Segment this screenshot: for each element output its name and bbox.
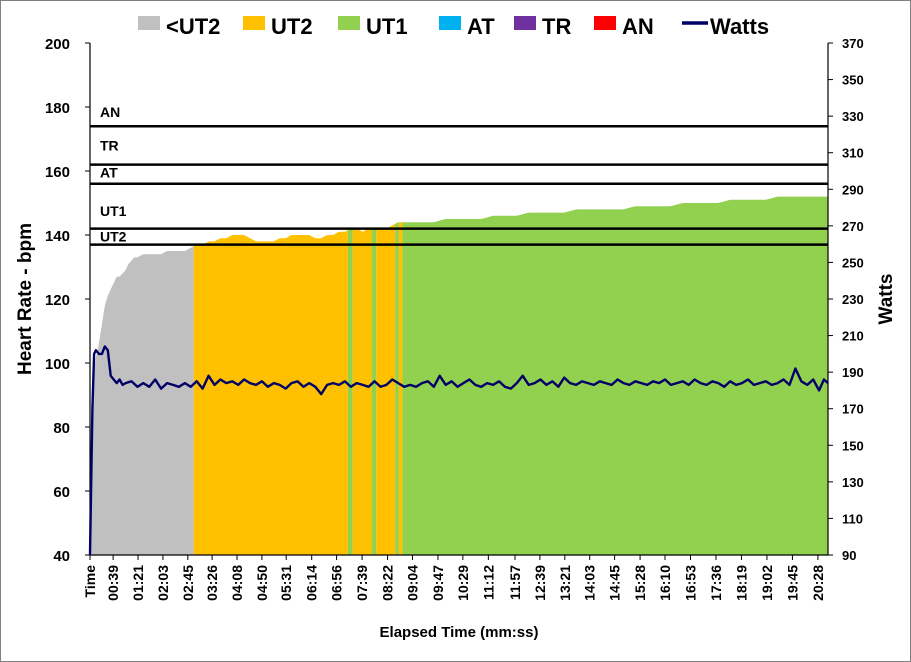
x-tick-label: Time <box>82 565 98 598</box>
x-tick-label: 01:21 <box>130 565 146 601</box>
right-tick-label: 270 <box>842 219 864 234</box>
zone-label-ut2: UT2 <box>100 229 127 245</box>
x-tick-label: 07:39 <box>354 565 370 601</box>
right-tick-label: 250 <box>842 255 864 270</box>
x-tick-label: 19:45 <box>784 565 800 601</box>
x-tick-label: 04:50 <box>254 565 270 601</box>
x-tick-label: 13:21 <box>557 565 573 601</box>
left-y-ticks: 40 60 80 100 120 140 160 180 200 <box>45 36 90 565</box>
x-tick-label: 02:45 <box>180 565 196 601</box>
x-tick-label: 20:28 <box>810 565 826 601</box>
legend-swatch <box>138 16 160 30</box>
hr-zone-band-3 <box>352 228 372 555</box>
x-tick-label: 09:04 <box>405 565 421 601</box>
left-tick-label: 180 <box>45 100 70 117</box>
watts-line <box>88 345 829 556</box>
hr-zone-area <box>90 196 828 556</box>
x-tick-label: 16:10 <box>657 565 673 601</box>
zone-label-an: AN <box>100 104 120 120</box>
hr-zone-band-7 <box>398 222 403 555</box>
x-tick-label: 02:03 <box>155 565 171 601</box>
hr-zone-band-0 <box>90 246 194 555</box>
left-tick-label: 160 <box>45 164 70 181</box>
zone-label-at: AT <box>100 165 118 181</box>
right-tick-label: 310 <box>842 146 864 161</box>
x-tick-label: 00:39 <box>105 565 121 601</box>
right-tick-label: 370 <box>842 36 864 51</box>
x-tick-label: 11:57 <box>507 565 523 600</box>
x-tick-label: 11:12 <box>480 565 496 600</box>
x-tick-label: 19:02 <box>759 565 775 601</box>
legend-swatch <box>243 16 265 30</box>
x-tick-label: 08:22 <box>380 565 396 601</box>
zone-label-tr: TR <box>100 137 119 153</box>
hr-zone-band-6 <box>395 222 399 555</box>
legend-entry-1: UT2 <box>271 14 313 39</box>
hr-zone-band-1 <box>193 230 348 555</box>
x-tick-label: 12:39 <box>532 565 548 601</box>
right-tick-label: 130 <box>842 475 864 490</box>
x-tick-label: 03:26 <box>204 565 220 601</box>
x-axis-title: Elapsed Time (mm:ss) <box>380 624 539 641</box>
legend-entry-4: TR <box>542 14 571 39</box>
hr-zone-band-2 <box>347 228 353 555</box>
right-tick-label: 230 <box>842 292 864 307</box>
legend-entry-6: Watts <box>710 14 769 39</box>
right-tick-label: 350 <box>842 73 864 88</box>
x-tick-label: 18:19 <box>734 565 750 601</box>
legend-swatch <box>439 16 461 30</box>
left-tick-label: 80 <box>53 420 70 437</box>
legend-swatch <box>594 16 616 30</box>
x-tick-label: 09:47 <box>430 565 446 601</box>
x-tick-label: 17:36 <box>708 565 724 601</box>
legend-entry-2: UT1 <box>366 14 408 39</box>
legend-entry-0: <UT2 <box>166 14 220 39</box>
y2-axis-title: Watts <box>876 273 897 324</box>
zone-threshold-lines: UT2 UT1 AT TR AN <box>90 104 828 246</box>
right-tick-label: 170 <box>842 402 864 417</box>
left-tick-label: 120 <box>45 292 70 309</box>
right-tick-label: 90 <box>842 548 856 563</box>
x-tick-label: 04:08 <box>229 565 245 601</box>
x-tick-label: 14:45 <box>607 565 623 601</box>
zone-label-ut1: UT1 <box>100 203 127 219</box>
hr-zone-band-8 <box>402 196 828 555</box>
watts-series <box>88 345 829 556</box>
x-tick-label: 15:28 <box>632 565 648 601</box>
legend-entry-3: AT <box>467 14 495 39</box>
x-tick-label: 05:31 <box>278 565 294 601</box>
left-tick-label: 200 <box>45 36 70 53</box>
left-tick-label: 60 <box>53 484 70 501</box>
legend: <UT2 UT2 UT1 AT TR AN Watts <box>138 14 769 39</box>
x-ticks: Time 00:39 01:21 02:03 02:45 03:26 04:08 04:50 0… <box>82 555 826 601</box>
x-tick-label: 06:14 <box>304 565 320 601</box>
right-tick-label: 110 <box>842 511 863 526</box>
legend-swatch <box>338 16 360 30</box>
x-tick-label: 06:56 <box>329 565 345 601</box>
hr-zone-band-4 <box>371 228 377 555</box>
left-tick-label: 40 <box>53 548 70 565</box>
right-tick-label: 190 <box>842 365 864 380</box>
right-y-ticks: 90 110 130 150 170 190 210 230 250 270 290 310 330 35… <box>828 36 864 563</box>
right-tick-label: 150 <box>842 438 864 453</box>
right-tick-label: 290 <box>842 182 864 197</box>
right-tick-label: 210 <box>842 329 864 344</box>
x-tick-label: 14:03 <box>582 565 598 601</box>
hr-zone-band-5 <box>376 223 396 556</box>
legend-entry-5: AN <box>622 14 654 39</box>
left-tick-label: 140 <box>45 228 70 245</box>
y-axis-title: Heart Rate - bpm <box>15 223 36 375</box>
right-tick-label: 330 <box>842 109 864 124</box>
x-tick-label: 16:53 <box>683 565 699 601</box>
x-tick-label: 10:29 <box>455 565 471 601</box>
left-tick-label: 100 <box>45 356 70 373</box>
legend-swatch <box>514 16 536 30</box>
